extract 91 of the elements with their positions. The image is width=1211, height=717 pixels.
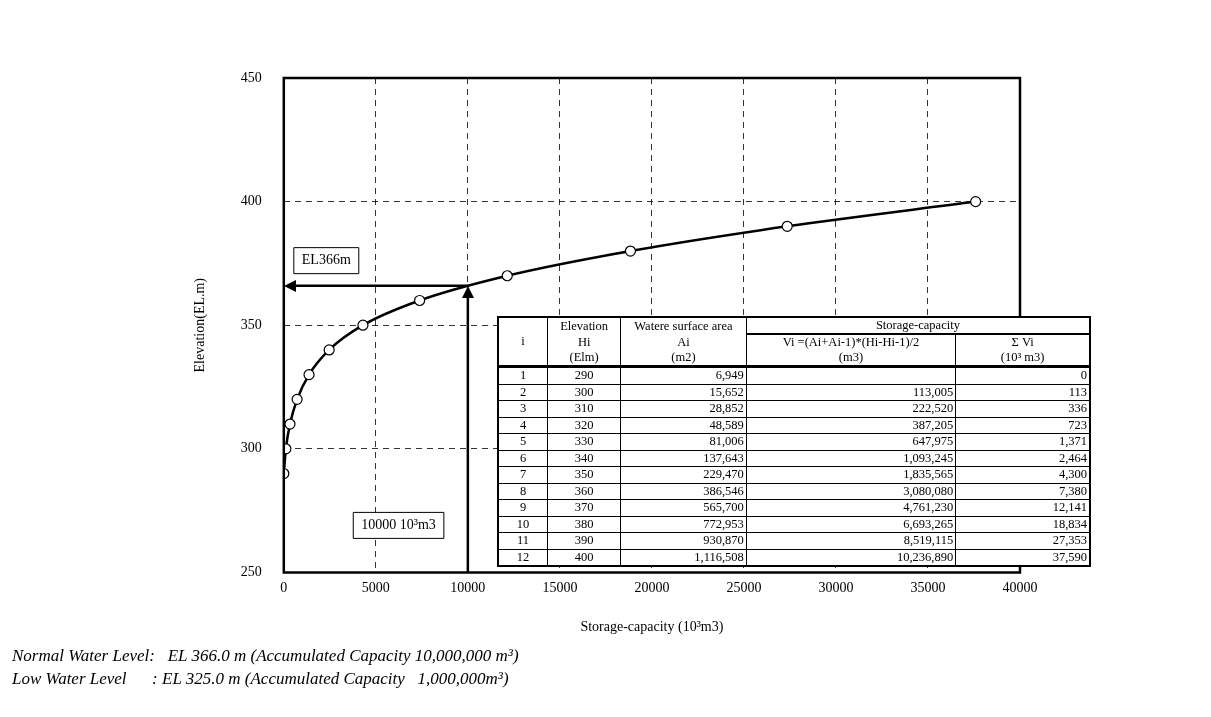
annotation: 113,005 [913,384,954,399]
annotation: 930,870 [703,533,744,547]
annotation: (Elm) [569,350,599,364]
annotation: 9 [519,500,527,514]
x-tick-label: 0 [280,580,288,596]
annotation: 6,693,265 [903,516,954,531]
annotation: 350 [574,467,594,481]
annotation: 81,006 [709,434,744,448]
text: 723 [1068,417,1087,432]
y-tick-label: 350 [240,316,262,332]
text: 4,300 [1058,467,1087,481]
annotation: 3 [519,401,527,415]
annotation: 1 [519,368,527,382]
annotation: 8 [519,483,527,498]
annotation: 15,652 [709,384,744,399]
text: Low Water Level : EL 325.0 m (Accumulated Capacity 1,000,000m³) [12,668,510,690]
annotation: 380 [574,516,594,531]
annotation: Hi [577,334,591,349]
annotation: (10³ m3) [1000,350,1045,364]
annotation: 4,761,230 [903,500,954,514]
annotation: 10 [516,516,530,531]
text: 2,464 [1058,450,1087,465]
text: 18,834 [1052,516,1087,531]
ref-line-label: 10000 10³m3 [361,517,436,533]
annotation: 11 [517,533,530,547]
annotation: 28,852 [709,401,744,415]
x-tick-label: 10000 [450,580,486,596]
annotation: 6,949 [715,368,744,382]
x-tick-label: 15000 [542,580,578,596]
text: 0 [1080,368,1087,382]
x-tick-label: 5000 [361,580,390,596]
text: 37,590 [1052,549,1087,564]
annotation: 12 [516,549,530,564]
annotation: i [521,334,525,348]
y-tick-label: 250 [240,564,262,580]
x-tick-label: 25000 [726,580,762,596]
annotation: 1,093,245 [903,450,954,465]
annotation: (m3) [838,350,864,364]
text: 1,371 [1058,434,1087,448]
ref-line-label: EL366m [301,252,351,268]
annotation: Vi =(Ai+Ai-1)*(Hi-Hi-1)/2 [782,335,920,349]
annotation: 10,236,890 [896,549,954,564]
annotation: 310 [574,401,594,415]
annotation: 330 [574,434,594,448]
annotation: Σ Vi [1011,335,1034,349]
text: 336 [1068,401,1087,415]
annotation: 320 [574,417,594,432]
text: Normal Water Level: EL 366.0 m (Accumulated Capacity 10,000,000 m³) [12,645,520,667]
text: 27,353 [1052,533,1087,547]
annotation: 387,205 [912,417,954,432]
annotation: 137,643 [703,450,744,465]
annotation: 340 [574,450,594,465]
annotation: 222,520 [912,401,954,415]
annotation: 3,080,080 [903,483,954,498]
annotation: 2 [519,384,527,399]
annotation: 390 [574,533,594,547]
annotation: 290 [574,368,594,382]
annotation: 386,546 [703,483,744,498]
annotation: Watere surface area [634,318,733,333]
y-axis-title: Elevation(EL.m) [192,277,209,373]
annotation: 8,519,115 [903,533,954,547]
text: 12,141 [1052,500,1087,514]
annotation: 360 [574,483,594,498]
annotation: 7 [519,467,527,481]
y-tick-label: 300 [240,440,262,456]
y-tick-label: 450 [240,69,262,85]
annotation: 400 [574,549,594,564]
annotation: 5 [519,434,527,448]
x-tick-label: 20000 [634,580,670,596]
y-tick-label: 400 [240,193,262,209]
x-tick-label: 30000 [818,580,854,596]
annotation: Elevation [560,318,609,333]
annotation: 300 [574,384,594,399]
x-axis-title: Storage-capacity (10³m3) [580,619,724,636]
annotation: 772,953 [703,516,744,531]
x-tick-label: 35000 [910,580,946,596]
annotation: Ai [677,334,690,349]
annotation: 565,700 [703,500,744,514]
annotation: 6 [519,450,527,465]
annotation: 647,975 [912,434,954,448]
text: 7,380 [1058,483,1087,498]
x-tick-label: 40000 [1002,580,1038,596]
annotation: 1,116,508 [694,549,744,564]
text: 113 [1068,384,1087,399]
annotation: 370 [574,500,594,514]
annotation: 48,589 [709,417,744,432]
annotation: (m2) [671,350,696,364]
annotation: 1,835,565 [903,467,954,481]
annotation: 4 [519,417,527,432]
annotation: Storage-capacity [875,318,960,332]
annotation: 229,470 [703,467,744,481]
